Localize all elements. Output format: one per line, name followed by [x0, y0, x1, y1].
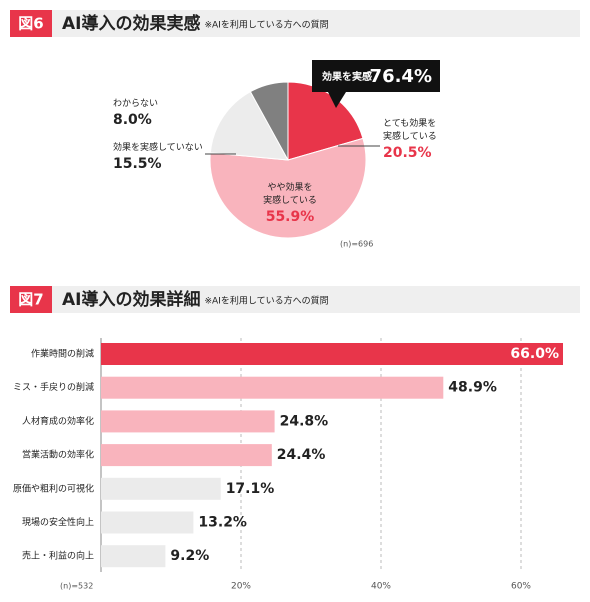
header-badge — [10, 10, 52, 37]
y-tick-label: 現場の安全性向上 — [22, 516, 94, 528]
x-tick-label: 60% — [511, 582, 531, 592]
y-tick-label: 人材育成の効率化 — [22, 415, 94, 427]
bar — [101, 376, 444, 399]
header-label: 図7 — [18, 291, 43, 309]
header-badge — [10, 286, 52, 313]
slice-label: とても効果を 実感している 20.5% — [383, 119, 437, 161]
bar — [101, 477, 221, 500]
bar — [101, 511, 194, 534]
pie-slice — [209, 90, 289, 161]
bar — [101, 343, 563, 365]
slice-label: 効果を実感していない 15.5% — [113, 143, 203, 172]
pie-slice — [209, 137, 367, 239]
callout-label: 効果を実感 — [322, 70, 372, 83]
y-tick-label: 作業時間の削減 — [31, 348, 94, 360]
callout-box — [312, 60, 440, 92]
header-subtitle: ※AIを利用している方への質問 — [204, 295, 328, 307]
slice-label: わからない 8.0% — [113, 99, 159, 128]
header-band — [10, 10, 580, 37]
x-tick-label: 40% — [371, 582, 391, 592]
y-tick-label: 営業活動の効率化 — [22, 449, 94, 461]
x-tick-label: 20% — [231, 582, 251, 592]
bar — [101, 545, 166, 568]
slice-value: 8.0% — [113, 112, 152, 128]
header-band — [10, 286, 580, 313]
header-label: 図6 — [18, 15, 43, 33]
y-tick-label: ミス・手戻りの削減 — [13, 381, 94, 393]
slice-label: やや効果を 実感している 55.9% — [255, 182, 325, 226]
pie-slice — [249, 81, 289, 161]
callout-value: 76.4% — [370, 66, 432, 87]
bar — [101, 444, 272, 467]
header-title: AI導入の効果実感 — [62, 13, 200, 34]
value-label: 48.9% — [448, 380, 497, 396]
value-label: 9.2% — [170, 548, 209, 564]
header-subtitle: ※AIを利用している方への質問 — [204, 19, 328, 31]
callout-pointer — [328, 92, 346, 108]
value-label: 17.1% — [226, 481, 275, 497]
header-title: AI導入の効果詳細 — [62, 289, 200, 310]
value-label: 66.0% — [510, 346, 559, 362]
value-label: 24.8% — [280, 413, 329, 429]
slice-value: 15.5% — [113, 156, 162, 172]
slice-value: 55.9% — [265, 209, 315, 225]
value-label: 24.4% — [277, 447, 326, 463]
note: (n)=696 — [340, 240, 373, 249]
y-tick-label: 売上・利益の向上 — [22, 550, 94, 562]
y-tick-label: 原価や粗利の可視化 — [13, 482, 94, 494]
note: (n)=532 — [60, 582, 93, 591]
bar — [101, 410, 275, 433]
value-label: 13.2% — [198, 515, 247, 531]
slice-value: 20.5% — [383, 145, 432, 161]
